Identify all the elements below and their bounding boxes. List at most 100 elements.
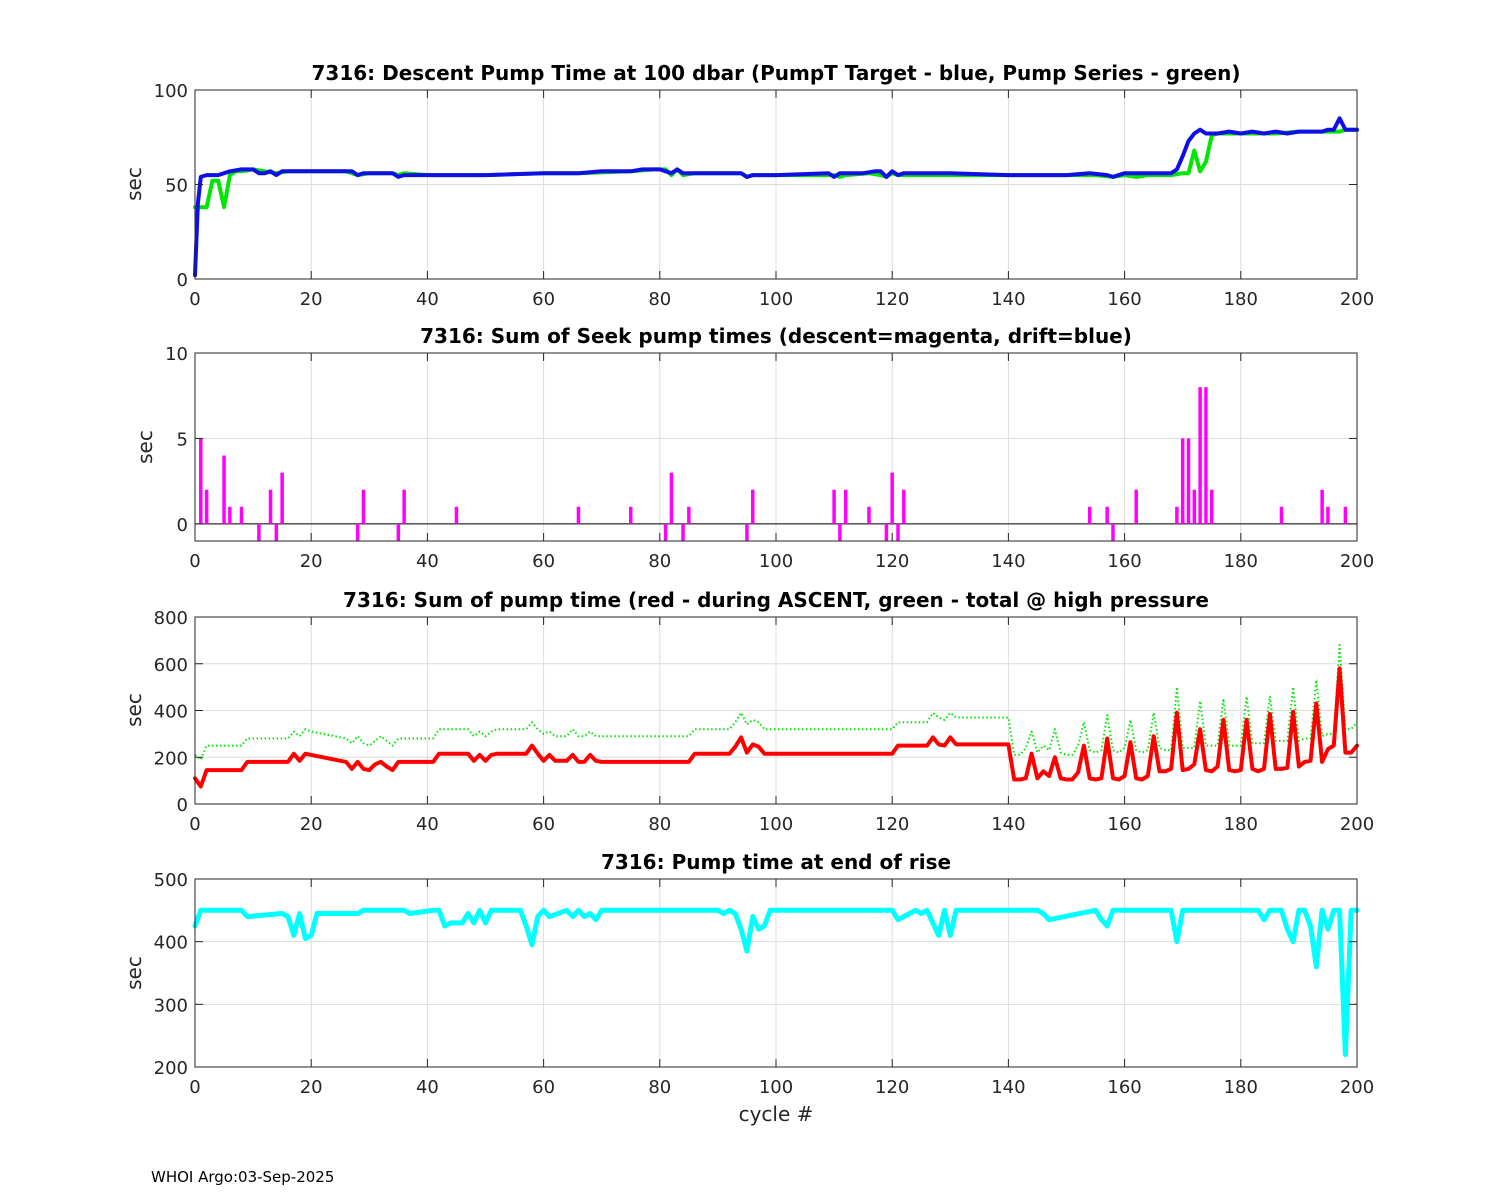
panel-seek-pump-times: 7316: Sum of Seek pump times (descent=ma… [133,324,1374,572]
bar [663,523,668,541]
bar [687,506,691,524]
x-tick-label: 120 [875,551,909,572]
series-line [193,116,1359,278]
bar [1320,489,1324,524]
bar [838,523,842,541]
bar [1326,506,1330,524]
x-tick-label: 80 [648,551,671,572]
x-tick-label: 80 [648,289,671,310]
x-tick-label: 180 [1224,814,1258,835]
bar [1343,506,1348,524]
series-line [192,907,1360,1057]
chart-title: 7316: Pump time at end of rise [601,850,951,874]
bar [1186,438,1191,524]
x-tick-label: 40 [416,1077,439,1098]
x-tick-label: 100 [759,551,793,572]
y-tick-label: 400 [154,702,188,723]
bar [396,523,401,541]
y-tick-label: 400 [154,933,188,954]
bar [867,506,871,524]
chart-title: 7316: Sum of pump time (red - during ASC… [343,588,1209,612]
x-tick-label: 100 [759,814,793,835]
y-axis-label: sec [122,956,146,990]
bar [361,489,366,524]
bar [843,489,848,524]
bar [204,489,209,524]
y-axis-label: sec [133,430,157,464]
y-axis-label: sec [122,693,146,727]
bar [1134,489,1138,524]
panel-sum-pump-time: 7316: Sum of pump time (red - during ASC… [122,588,1374,835]
bar [228,506,232,524]
x-tick-label: 100 [759,289,793,310]
x-tick-label: 80 [648,814,671,835]
x-tick-label: 160 [1107,551,1141,572]
bar [681,523,685,541]
x-tick-label: 120 [875,814,909,835]
bar [239,506,244,524]
y-tick-label: 300 [154,995,188,1016]
x-tick-label: 140 [991,551,1025,572]
y-tick-label: 200 [154,748,188,769]
bar [884,523,889,541]
x-tick-label: 0 [189,814,200,835]
y-tick-label: 0 [177,515,188,536]
x-tick-label: 140 [991,814,1025,835]
x-tick-label: 60 [532,1077,555,1098]
x-tick-label: 40 [416,814,439,835]
footer-text: WHOI Argo:03-Sep-2025 [151,1168,334,1186]
bar [1210,489,1214,524]
x-tick-label: 60 [532,814,555,835]
bar [268,489,273,524]
bar [896,523,900,541]
x-tick-label: 60 [532,289,555,310]
bar [1198,387,1202,524]
bar [257,523,261,541]
bar [1279,506,1284,524]
bar [280,472,284,524]
x-tick-label: 20 [300,551,323,572]
bar [1204,387,1208,524]
x-tick-label: 180 [1224,1077,1258,1098]
bar [1087,506,1092,524]
bar [355,523,360,541]
x-tick-label: 20 [300,1077,323,1098]
x-tick-label: 60 [532,551,555,572]
x-tick-label: 120 [875,1077,909,1098]
x-tick-label: 120 [875,289,909,310]
bar [902,489,906,524]
x-tick-label: 80 [648,1077,671,1098]
x-tick-label: 200 [1340,1077,1374,1098]
y-tick-label: 0 [177,270,188,291]
x-tick-label: 0 [189,289,200,310]
bar [669,472,674,524]
y-tick-label: 10 [165,344,188,365]
x-tick-label: 140 [991,289,1025,310]
bar [890,472,894,524]
y-tick-label: 800 [154,608,188,629]
y-tick-label: 5 [177,429,188,450]
y-tick-label: 50 [165,176,188,197]
panel-end-of-rise: 7316: Pump time at end of rise sec cycle… [122,850,1374,1126]
x-tick-label: 160 [1107,1077,1141,1098]
y-tick-label: 100 [154,81,188,102]
x-tick-label: 200 [1340,289,1374,310]
bar [1175,506,1179,524]
bar [402,489,406,524]
bar [576,506,581,524]
y-tick-label: 500 [154,870,188,891]
bar [1180,438,1185,524]
x-tick-label: 160 [1107,289,1141,310]
x-tick-label: 20 [300,814,323,835]
bar [1111,523,1115,541]
x-tick-label: 160 [1107,814,1141,835]
bar [751,489,755,524]
bar [199,438,203,524]
x-tick-label: 0 [189,551,200,572]
bar [1192,489,1197,524]
x-tick-label: 180 [1224,289,1258,310]
bar [745,523,749,541]
chart-title: 7316: Sum of Seek pump times (descent=ma… [420,324,1132,348]
y-axis-label: sec [122,167,146,201]
x-tick-label: 40 [416,551,439,572]
